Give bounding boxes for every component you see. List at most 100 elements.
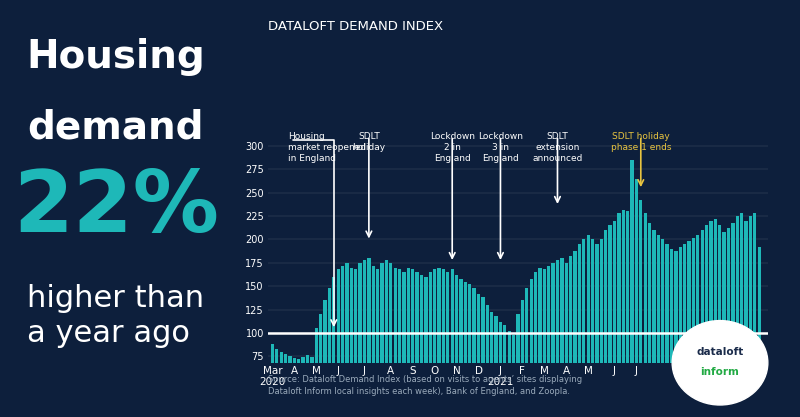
Bar [302,357,305,417]
Bar [499,322,502,417]
Bar [534,272,537,417]
Bar [696,235,699,417]
Bar [705,226,708,417]
Bar [507,331,511,417]
Bar [503,325,506,417]
Bar [538,268,542,417]
Bar [332,277,335,417]
Bar [727,228,730,417]
Bar [574,251,577,417]
Bar [578,244,581,417]
Bar [714,219,717,417]
Text: dataloft: dataloft [696,347,744,357]
Bar [367,258,370,417]
Bar [542,269,546,417]
Bar [687,241,690,417]
Bar [666,244,669,417]
Bar [297,359,300,417]
Bar [406,268,410,417]
Bar [670,249,673,417]
Bar [319,314,322,417]
Bar [565,263,568,417]
Bar [293,358,296,417]
Bar [398,269,402,417]
Bar [429,272,432,417]
Bar [618,214,621,417]
Bar [310,357,314,417]
Bar [591,239,594,417]
Bar [613,221,616,417]
Bar [494,316,498,417]
Bar [530,279,533,417]
Bar [433,269,436,417]
Bar [306,355,309,417]
Bar [525,288,529,417]
Bar [643,214,647,417]
Bar [275,349,278,417]
Bar [582,239,586,417]
Bar [394,268,397,417]
Bar [639,200,642,417]
Bar [363,260,366,417]
Bar [288,356,291,417]
Bar [740,214,743,417]
Bar [270,344,274,417]
Text: Lockdown
3 in
England: Lockdown 3 in England [478,132,523,163]
Text: DATALOFT DEMAND INDEX: DATALOFT DEMAND INDEX [268,20,443,33]
Bar [446,272,450,417]
Bar [516,314,520,417]
Bar [455,275,458,417]
Bar [710,221,713,417]
Bar [284,354,287,417]
Bar [346,263,349,417]
Bar [630,160,634,417]
Circle shape [672,321,768,405]
Bar [314,328,318,417]
Bar [595,244,598,417]
Bar [376,269,379,417]
Text: Source: Dataloft Demand Index (based on visits to agents’ sites displaying
Datal: Source: Dataloft Demand Index (based on … [268,375,582,397]
Bar [634,179,638,417]
Bar [389,263,393,417]
Bar [701,230,704,417]
Bar [486,305,489,417]
Bar [718,226,722,417]
Bar [372,266,375,417]
Bar [749,216,752,417]
Bar [490,312,494,417]
Bar [586,235,590,417]
Bar [609,226,612,417]
Bar [464,281,467,417]
Bar [358,263,362,417]
Text: higher than
a year ago: higher than a year ago [27,284,204,349]
Bar [661,239,664,417]
Bar [350,268,353,417]
Bar [385,260,388,417]
Bar [652,230,656,417]
Bar [569,256,572,417]
Bar [626,211,630,417]
Bar [745,221,748,417]
Bar [753,214,757,417]
Bar [758,247,761,417]
Text: 22%: 22% [14,167,219,250]
Bar [323,300,326,417]
Bar [424,277,427,417]
Bar [560,258,563,417]
Bar [551,263,554,417]
Bar [380,263,384,417]
Bar [354,269,358,417]
Bar [411,269,414,417]
Bar [722,232,726,417]
Bar [674,251,678,417]
Text: Housing
market reopened
in England: Housing market reopened in England [288,132,366,163]
Bar [337,269,340,417]
Bar [279,352,283,417]
Bar [477,294,480,417]
Bar [731,223,734,417]
Bar [442,269,445,417]
Bar [482,297,485,417]
Bar [600,239,603,417]
Text: SDLT holiday
phase 1 ends: SDLT holiday phase 1 ends [610,132,671,152]
Bar [648,223,651,417]
